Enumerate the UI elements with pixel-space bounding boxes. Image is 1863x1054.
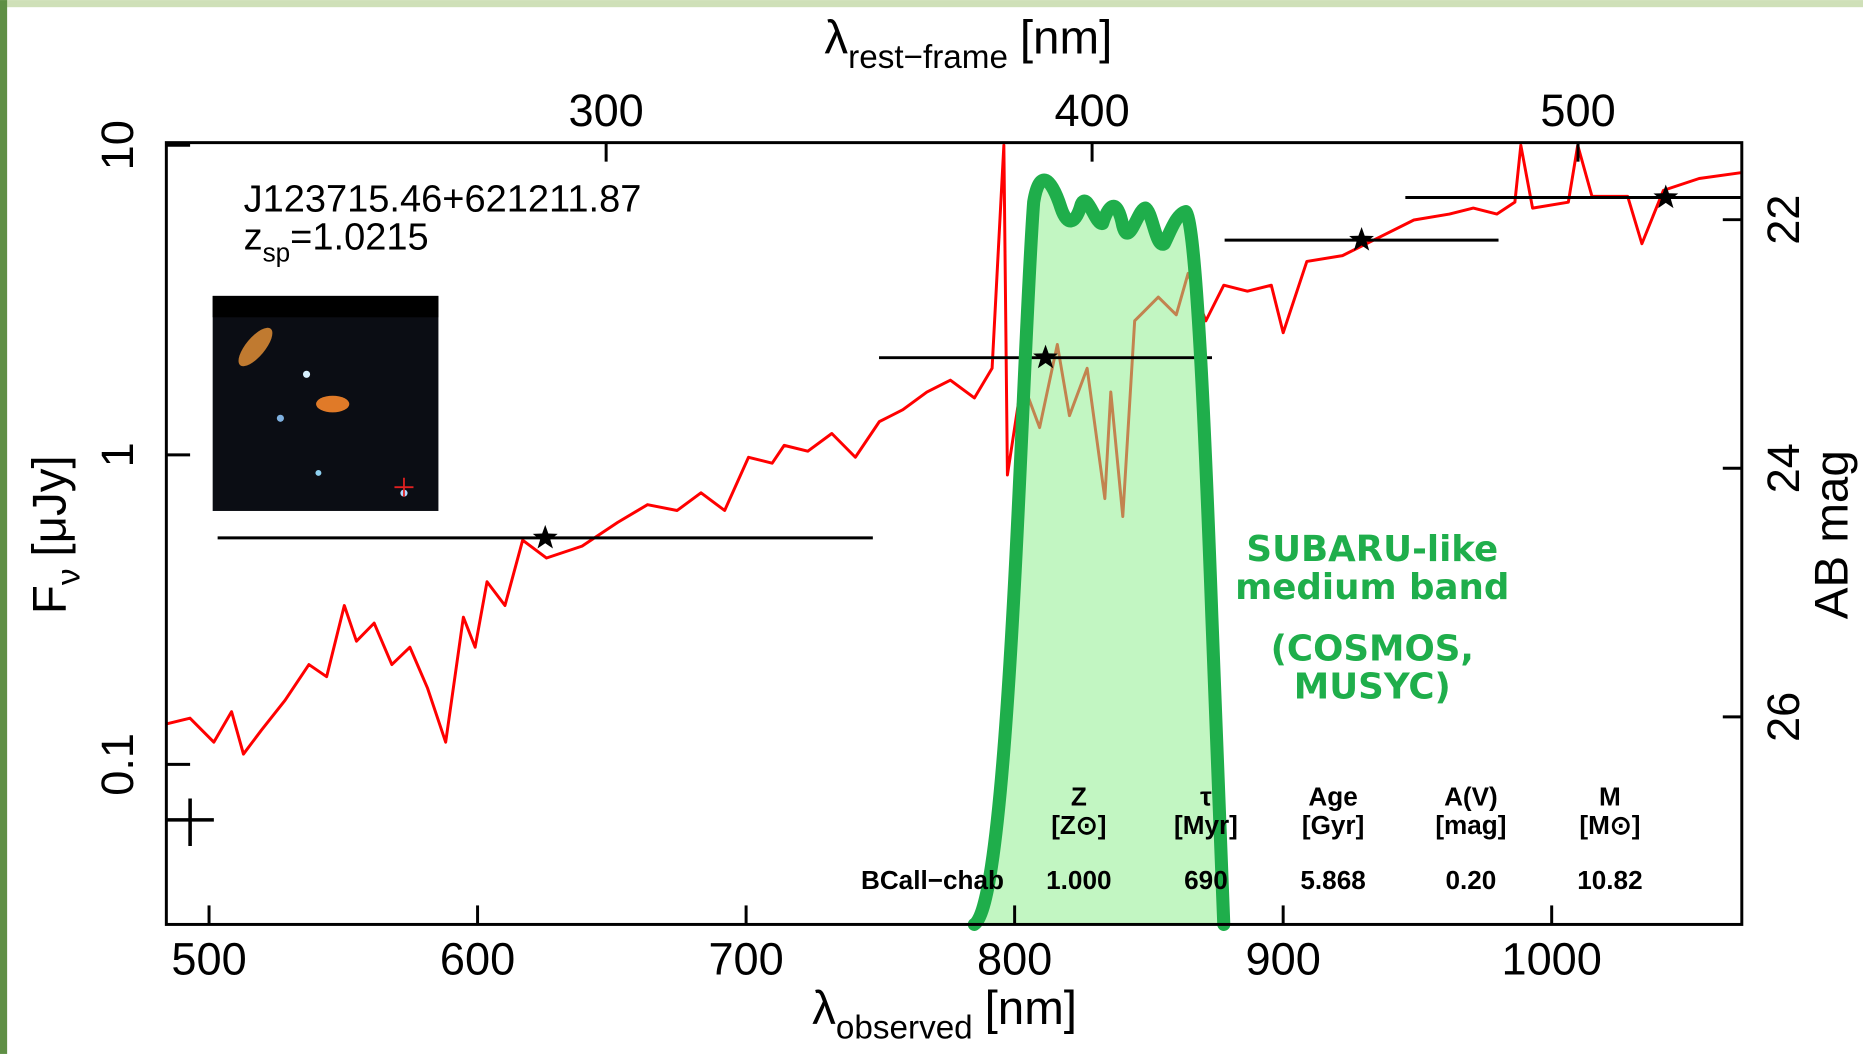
- x-tick-label: 900: [1246, 933, 1321, 984]
- galaxy: [316, 395, 350, 413]
- star-source: [315, 469, 322, 476]
- star-source: [276, 414, 284, 422]
- thumbnail: [212, 295, 439, 511]
- error-cross: [166, 798, 214, 847]
- x2-label-sub: rest−frame: [848, 39, 1008, 76]
- table-unit: [Gyr]: [1302, 810, 1364, 840]
- annotation: MUSYC): [1294, 667, 1451, 708]
- frame-top: [0, 0, 1863, 8]
- x2-axis-label: λrest−frame [nm]: [824, 12, 1112, 76]
- x-axis-label: λobserved [nm]: [812, 982, 1077, 1046]
- table-unit: [mag]: [1435, 810, 1506, 840]
- x2-tick-label: 500: [1540, 85, 1615, 136]
- overlay-layer: [217, 184, 1742, 549]
- x-tick-label: 1000: [1501, 933, 1601, 984]
- star-source: [302, 370, 311, 378]
- frame-left: [0, 0, 8, 1054]
- redshift-sub: sp: [263, 237, 291, 267]
- x2-tick-label: 400: [1054, 85, 1129, 136]
- x2-label-symbol: λ: [824, 12, 848, 65]
- thumbnail-strip: [212, 295, 439, 318]
- table-value: 690: [1184, 865, 1228, 895]
- table-row-label: BCall−chab: [861, 865, 1004, 895]
- annotation: medium band: [1235, 567, 1509, 608]
- x-tick-label: 600: [440, 933, 515, 984]
- table-unit: [Z⊙]: [1051, 810, 1106, 840]
- table-value: 5.868: [1300, 865, 1365, 895]
- redshift-symbol: z: [244, 217, 263, 259]
- filter-band-outline: [967, 173, 1231, 931]
- spectrum-layer: [166, 143, 1742, 756]
- table-value: 1.000: [1046, 865, 1111, 895]
- x2-tick-label: 300: [568, 85, 643, 136]
- spectrum-line: [166, 143, 1742, 756]
- y2-tick-label: 26: [1758, 692, 1809, 742]
- x-label-symbol: λ: [812, 982, 836, 1035]
- y-tick-label: 0.1: [92, 733, 143, 796]
- x-label-unit: [nm]: [985, 982, 1077, 1035]
- plot-frame: [164, 141, 1744, 926]
- photometry-point: [1653, 184, 1679, 209]
- y-label-symbol: F: [23, 585, 76, 614]
- x2-label-unit: [nm]: [1020, 12, 1112, 65]
- x-tick-label: 700: [708, 933, 783, 984]
- x-tick-label: 500: [171, 933, 246, 984]
- table-header: Age: [1308, 782, 1357, 812]
- y-axis-label: Fν [μJy]: [23, 455, 87, 614]
- table-unit: [M⊙]: [1579, 810, 1640, 840]
- table-unit: [Myr]: [1174, 810, 1238, 840]
- redshift: zsp=1.0215: [244, 217, 429, 268]
- photometry-point: [1349, 226, 1374, 251]
- y2-axis-label: AB mag: [1806, 450, 1859, 619]
- table-value: 0.20: [1445, 865, 1496, 895]
- annotation: SUBARU-like: [1246, 529, 1498, 570]
- x-label-sub: observed: [836, 1009, 973, 1046]
- table-header: A(V): [1444, 782, 1498, 812]
- annotation: (COSMOS,: [1271, 629, 1474, 670]
- photometry-point: [532, 524, 558, 549]
- photometry-point: [1033, 344, 1058, 369]
- y-tick-label: 1: [92, 442, 143, 467]
- galaxy: [238, 327, 273, 367]
- table-value: 10.82: [1577, 865, 1642, 895]
- y2-tick-label: 24: [1758, 443, 1809, 493]
- y-label-sub: ν: [51, 568, 88, 585]
- filter-band-fill: [974, 180, 1224, 925]
- table-header: Z: [1071, 782, 1087, 812]
- table-header: τ: [1200, 782, 1212, 812]
- table-header: M: [1599, 782, 1621, 812]
- y-tick-label: 10: [92, 120, 143, 170]
- y-label-unit: [μJy]: [23, 455, 76, 556]
- object-id: J123715.46+621211.87: [244, 179, 642, 221]
- target-cross: [394, 477, 414, 497]
- y2-tick-label: 22: [1758, 195, 1809, 245]
- redshift-value: =1.0215: [290, 217, 428, 259]
- x-tick-label: 800: [977, 933, 1052, 984]
